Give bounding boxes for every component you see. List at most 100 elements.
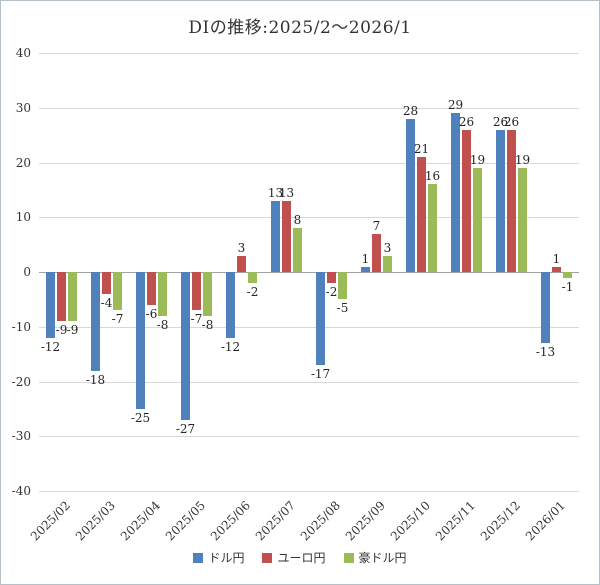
- bar: [113, 272, 122, 311]
- bar: [417, 157, 426, 272]
- x-axis-label: 2026/01: [522, 498, 568, 544]
- bar: [147, 272, 156, 305]
- bar-value-label: 16: [424, 169, 441, 184]
- bar-value-label: -5: [336, 301, 349, 316]
- gridline: [39, 108, 579, 109]
- bar-value-label: 13: [278, 185, 295, 200]
- x-axis-label: 2025/02: [27, 498, 73, 544]
- bar: [226, 272, 235, 338]
- legend-label: ユーロ円: [277, 551, 326, 565]
- bar: [46, 272, 55, 338]
- bar-value-label: -6: [145, 306, 158, 321]
- bar-value-label: -2: [246, 284, 259, 299]
- bar: [361, 266, 370, 272]
- bar-value-label: 21: [413, 142, 430, 156]
- y-axis-tick-label: -10: [11, 320, 31, 334]
- y-axis-tick-label: -20: [11, 375, 31, 389]
- zero-line: [39, 272, 579, 273]
- y-axis-tick-label: 10: [15, 210, 31, 224]
- bar-value-label: 3: [383, 240, 392, 255]
- legend-item: ユーロ円: [262, 551, 326, 565]
- bar: [552, 266, 561, 272]
- bar: [102, 272, 111, 294]
- bar: [518, 168, 527, 272]
- bar-value-label: -17: [310, 367, 331, 382]
- bar: [563, 272, 572, 278]
- bar-value-label: -9: [66, 323, 79, 338]
- bar: [158, 272, 167, 316]
- x-axis-label: 2025/10: [387, 498, 433, 544]
- bar-value-label: 29: [447, 98, 464, 113]
- legend-swatch: [193, 553, 204, 563]
- bar-value-label: -9: [55, 323, 68, 338]
- legend-swatch: [262, 553, 273, 563]
- bar-value-label: 7: [372, 218, 381, 233]
- bar-value-label: 26: [503, 114, 520, 129]
- bar: [338, 272, 347, 300]
- chart-title: DIの推移:2025/2〜2026/1: [188, 18, 412, 38]
- bar: [282, 200, 291, 272]
- bar-value-label: -13: [535, 345, 556, 360]
- bar-value-label: -7: [111, 312, 124, 327]
- bar: [372, 233, 381, 272]
- bar-value-label: -12: [220, 339, 241, 354]
- bar-value-label: -27: [175, 421, 196, 436]
- bar: [496, 129, 505, 272]
- bar-value-label: 1: [552, 251, 561, 266]
- bar-value-label: 19: [469, 153, 486, 167]
- bar: [507, 129, 516, 272]
- gridline: [39, 327, 579, 328]
- bar-value-label: 3: [237, 240, 246, 255]
- x-axis-label: 2025/03: [72, 498, 118, 544]
- y-axis-tick-label: -30: [11, 429, 31, 443]
- y-axis-tick-label: -40: [11, 484, 31, 498]
- bar: [316, 272, 325, 366]
- y-axis-tick-label: 30: [15, 101, 31, 115]
- bar: [428, 184, 437, 272]
- bar: [237, 255, 246, 272]
- legend-swatch: [343, 553, 354, 563]
- bar: [473, 168, 482, 272]
- gridline: [39, 163, 579, 164]
- bar-value-label: -8: [156, 317, 169, 332]
- bar-value-label: 1: [361, 251, 370, 266]
- x-axis-label: 2025/07: [252, 498, 298, 544]
- legend: ドル円 ユーロ円 豪ドル円: [1, 552, 599, 564]
- bar: [181, 272, 190, 420]
- bar-value-label: -7: [190, 312, 203, 327]
- bar: [248, 272, 257, 283]
- bar-value-label: -2: [325, 284, 338, 299]
- x-axis-label: 2025/06: [207, 498, 253, 544]
- bar: [383, 255, 392, 272]
- bar: [68, 272, 77, 322]
- bar: [136, 272, 145, 409]
- bar-value-label: 13: [267, 185, 284, 200]
- bar: [192, 272, 201, 311]
- legend-item: 豪ドル円: [343, 552, 407, 564]
- y-axis-tick-label: 20: [15, 156, 31, 170]
- gridline: [39, 217, 579, 218]
- bar-value-label: 26: [458, 114, 475, 129]
- bar-value-label: 28: [402, 103, 419, 118]
- bar-value-label: -4: [100, 295, 113, 310]
- bar: [406, 118, 415, 272]
- bar-value-label: 19: [514, 153, 531, 167]
- x-axis-label: 2025/05: [162, 498, 208, 544]
- bar: [91, 272, 100, 371]
- bar: [203, 272, 212, 316]
- x-axis-label: 2025/09: [342, 498, 388, 544]
- bar-value-label: -12: [40, 339, 61, 354]
- y-axis-tick-label: 0: [23, 265, 31, 279]
- bar-value-label: -18: [85, 372, 106, 387]
- x-axis-label: 2025/04: [117, 498, 163, 544]
- gridline: [39, 436, 579, 437]
- x-axis-label: 2025/11: [432, 498, 478, 544]
- bar: [327, 272, 336, 283]
- x-axis-label: 2025/12: [477, 498, 523, 544]
- bar: [462, 129, 471, 272]
- gridline: [39, 53, 579, 54]
- bar-value-label: 8: [293, 213, 302, 228]
- legend-label: ドル円: [208, 551, 245, 565]
